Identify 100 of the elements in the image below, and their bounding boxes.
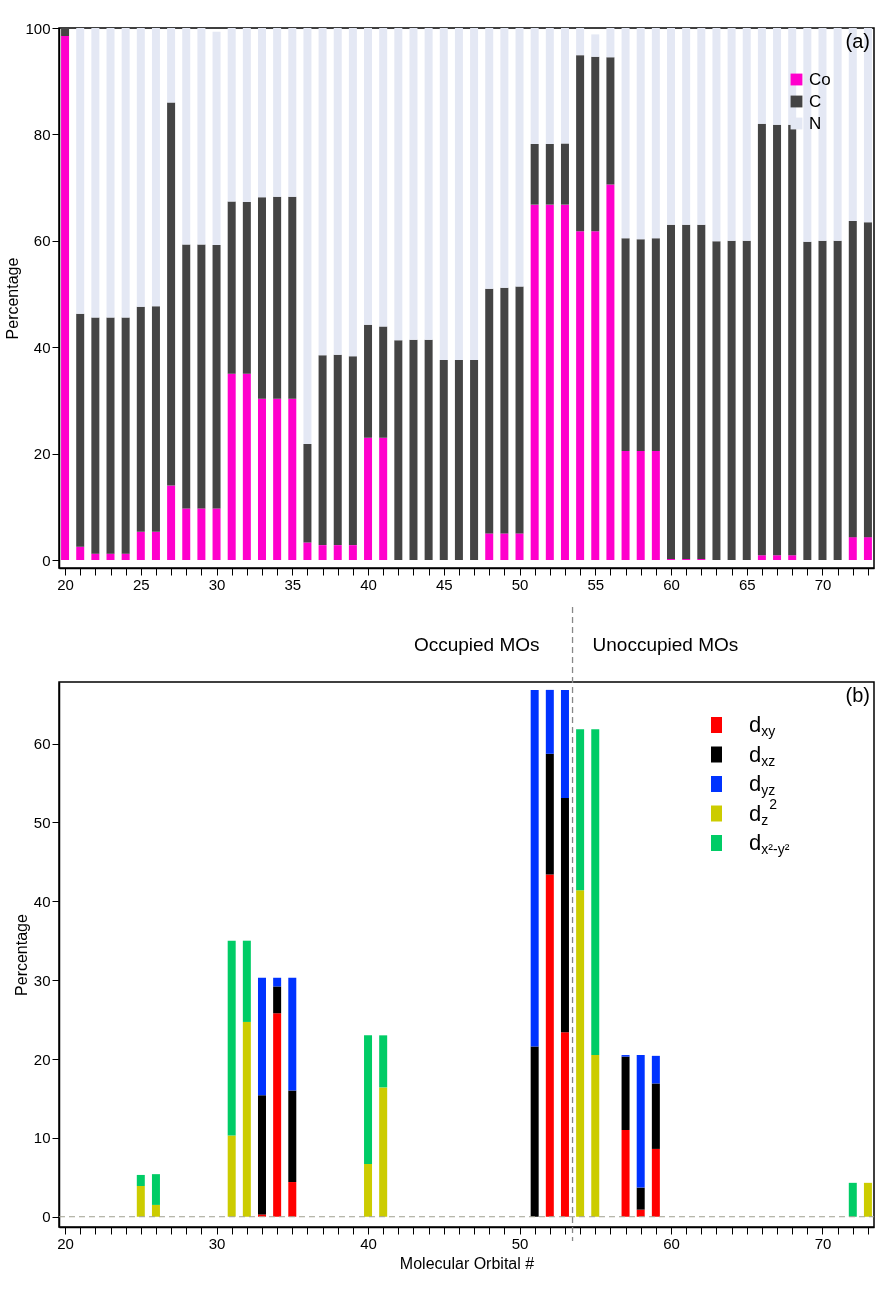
bar	[500, 533, 509, 561]
y-tick-label: 30	[33, 971, 51, 989]
bar	[757, 28, 766, 124]
bar	[621, 28, 630, 239]
bar	[288, 196, 297, 399]
y-axis-title: Percentage	[12, 913, 30, 996]
bar	[848, 221, 857, 538]
bar	[348, 28, 357, 357]
bar	[651, 1055, 660, 1084]
bar	[318, 355, 327, 546]
bar	[530, 689, 539, 1047]
bar	[485, 28, 494, 289]
bar	[409, 28, 418, 340]
bar	[833, 240, 842, 561]
bar	[227, 940, 236, 1136]
bar	[424, 28, 433, 340]
bar	[818, 240, 827, 561]
bar	[288, 1182, 297, 1217]
bar	[106, 28, 115, 318]
bar	[379, 28, 388, 327]
bar	[803, 241, 812, 561]
bar	[560, 797, 569, 1033]
bar	[848, 537, 857, 561]
y-tick-label: 40	[33, 338, 51, 356]
bar	[727, 240, 736, 561]
bar	[697, 28, 706, 225]
legend-label: Co	[809, 69, 831, 89]
bar	[651, 238, 660, 451]
bar	[636, 28, 645, 240]
bar	[576, 231, 585, 561]
y-tick-label: 50	[33, 813, 51, 831]
bar	[212, 508, 221, 561]
bar	[76, 28, 85, 314]
bar	[136, 531, 145, 561]
y-tick-label: 0	[42, 1208, 51, 1226]
bar	[182, 508, 191, 561]
bar	[424, 339, 433, 561]
bar	[91, 28, 100, 318]
x-tick-label: 25	[132, 575, 150, 593]
bar	[212, 245, 221, 509]
bar	[651, 1148, 660, 1217]
bar	[757, 555, 766, 561]
bar	[136, 1174, 145, 1186]
x-tick-label: 60	[663, 575, 680, 593]
bar	[591, 1055, 600, 1217]
bar	[530, 143, 539, 205]
bar	[288, 1090, 297, 1183]
bar	[545, 753, 554, 875]
bar	[242, 373, 251, 561]
bar	[545, 874, 554, 1217]
bar	[257, 28, 266, 198]
bar	[621, 238, 630, 451]
bar	[576, 729, 585, 891]
y-tick-label: 100	[25, 19, 51, 37]
bar	[318, 28, 327, 356]
bar	[667, 28, 676, 225]
bar	[470, 28, 479, 360]
bar	[651, 450, 660, 561]
bar	[591, 729, 600, 1056]
bar	[379, 326, 388, 438]
bar	[773, 124, 782, 556]
bar	[636, 1187, 645, 1210]
bar	[379, 1035, 388, 1088]
bar	[712, 241, 721, 561]
bar	[151, 306, 160, 532]
bar	[91, 317, 100, 554]
y-tick-label: 0	[42, 551, 51, 569]
bar	[394, 340, 403, 561]
x-tick-label: 50	[511, 1234, 529, 1252]
bar	[560, 1032, 569, 1217]
bar	[257, 1095, 266, 1215]
bar	[91, 553, 100, 561]
text: Unoccupied MOs	[592, 634, 739, 655]
y-tick-label: 10	[33, 1129, 51, 1147]
bar	[682, 224, 691, 559]
bar	[515, 28, 524, 287]
bar	[530, 204, 539, 561]
x-tick-label: 35	[284, 575, 302, 593]
bar	[303, 28, 312, 445]
bar	[636, 239, 645, 451]
annotation: (a)	[845, 30, 870, 52]
y-tick-label: 60	[33, 232, 51, 250]
bar	[197, 28, 206, 245]
bar	[560, 28, 569, 144]
bar	[257, 197, 266, 399]
bar	[530, 28, 539, 144]
bar	[288, 398, 297, 561]
bar	[742, 28, 751, 241]
bar	[273, 28, 282, 197]
bar	[106, 317, 115, 554]
bar	[151, 531, 160, 561]
bar	[636, 450, 645, 561]
bar	[242, 940, 251, 1022]
bar	[136, 28, 145, 307]
y-tick-label: 20	[33, 1050, 51, 1068]
x-tick-label: 65	[738, 575, 756, 593]
bar	[197, 244, 206, 509]
bar	[439, 28, 448, 360]
bar	[788, 124, 797, 556]
bar	[303, 444, 312, 543]
